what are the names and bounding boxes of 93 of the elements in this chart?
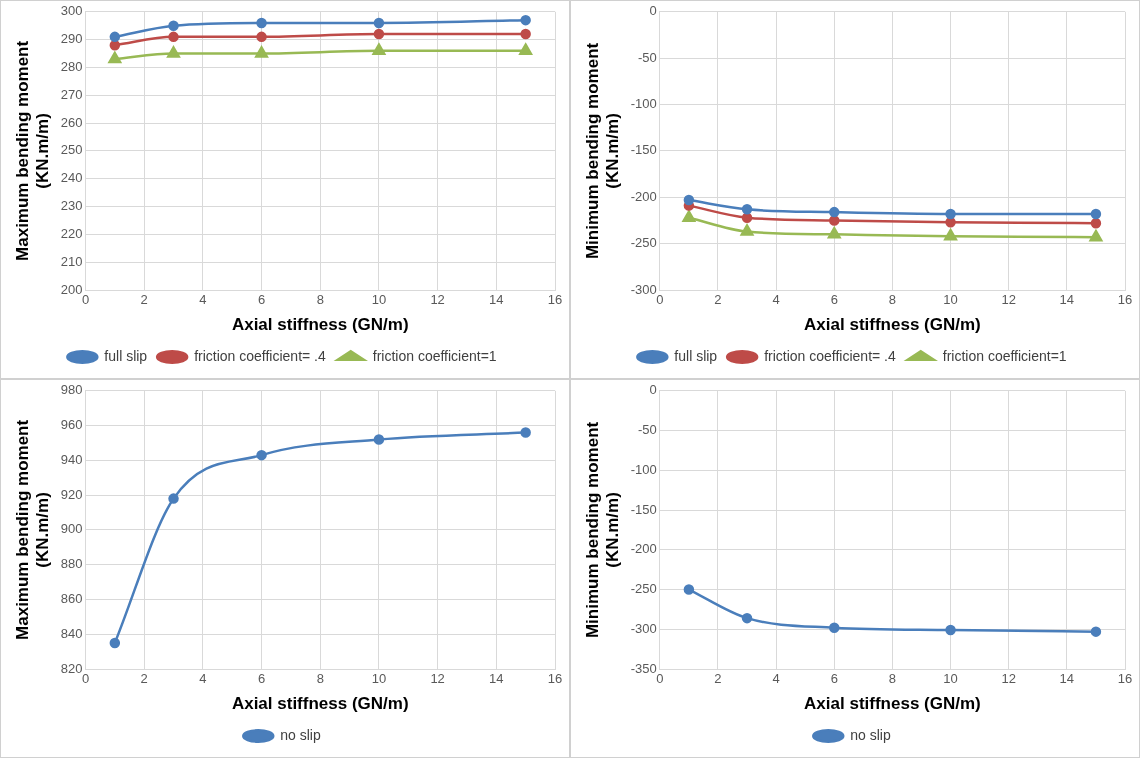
y-tick-label: 240: [60, 170, 83, 186]
y-tick-label: 880: [60, 556, 83, 572]
y-tick-label: 900: [60, 521, 83, 537]
x-tick-label: 8: [888, 671, 897, 687]
point: [945, 624, 956, 636]
x-tick-label: 16: [1117, 292, 1133, 308]
x-tick-label: 6: [830, 292, 838, 308]
y-tick-label: -300: [630, 620, 657, 636]
y-tick-label: 940: [60, 451, 83, 467]
y-tick-label: 840: [60, 625, 83, 641]
x-tick-label: 8: [316, 671, 324, 687]
x-axis-title: Axial stiffness (GN/m): [804, 694, 981, 714]
y-tick-label: -250: [630, 235, 657, 251]
point: [1090, 626, 1102, 637]
x-tick-label: 10: [943, 671, 958, 687]
x-tick-label: 4: [772, 292, 780, 308]
y-tick-label: 250: [60, 142, 83, 158]
x-tick-label: 10: [371, 671, 387, 687]
x-tick-label: 8: [316, 292, 324, 308]
point: [829, 622, 840, 633]
x-tick-label: 4: [772, 671, 780, 687]
y-tick-label: 920: [60, 486, 83, 502]
x-tick-label: 4: [199, 671, 207, 687]
y-axis-title: Maximum bending moment (KN.m/m): [12, 40, 53, 261]
x-tick-label: 8: [888, 292, 897, 308]
y-tick-label: -50: [638, 49, 657, 65]
x-axis-title: Axial stiffness (GN/m): [804, 315, 981, 335]
x-tick-label: 6: [257, 292, 266, 308]
y-tick-label: 220: [60, 225, 83, 241]
x-tick-label: 2: [714, 671, 722, 687]
legend-label: friction coefficient= .4: [764, 347, 896, 364]
y-tick-label: -150: [630, 501, 657, 517]
x-tick-label: 2: [140, 671, 148, 687]
y-axis-title: Minimum bending moment (KN.m/m): [582, 42, 623, 260]
x-tick-label: 12: [1001, 292, 1016, 308]
y-tick-label: 820: [60, 660, 83, 676]
y-tick-label: 960: [60, 417, 83, 433]
y-axis-title: Maximum bending moment (KN.m/m): [12, 419, 53, 640]
y-tick-label: 210: [60, 253, 83, 269]
point: [683, 584, 695, 595]
x-tick-label: 16: [1117, 671, 1133, 687]
point: [168, 493, 179, 504]
x-tick-label: 14: [1059, 292, 1075, 308]
x-tick-label: 2: [140, 292, 148, 308]
legend-label: friction coefficient=1: [372, 347, 497, 364]
point: [741, 612, 753, 624]
legend-label: no slip: [850, 726, 891, 743]
legend-label: friction coefficient=1: [942, 347, 1067, 364]
legend-label: no slip: [280, 726, 321, 743]
y-tick-label: 860: [60, 591, 83, 607]
x-tick-label: 14: [489, 671, 504, 687]
y-tick-label: 270: [60, 86, 83, 102]
y-tick-label: -200: [630, 541, 657, 557]
x-tick-label: 12: [430, 671, 445, 687]
x-tick-label: 6: [830, 671, 838, 687]
x-axis-title: Axial stiffness (GN/m): [231, 694, 409, 714]
y-tick-label: -150: [630, 142, 657, 158]
point: [109, 637, 121, 649]
y-tick-label: 980: [60, 382, 83, 398]
y-tick-label: 300: [60, 3, 83, 19]
y-tick-label: 0: [649, 382, 657, 398]
y-tick-label: 290: [60, 31, 83, 47]
x-tick-label: 10: [943, 292, 958, 308]
point: [373, 434, 385, 445]
x-tick-label: 4: [199, 292, 207, 308]
x-axis-title: Axial stiffness (GN/m): [231, 315, 409, 335]
x-tick-label: 16: [547, 292, 563, 308]
y-tick-label: -250: [630, 581, 657, 597]
x-tick-label: 12: [430, 292, 445, 308]
x-tick-label: 2: [714, 292, 722, 308]
x-tick-label: 14: [489, 292, 504, 308]
y-axis-title: Minimum bending moment (KN.m/m): [582, 421, 623, 639]
y-tick-label: 0: [649, 3, 657, 19]
y-tick-label: -100: [630, 96, 657, 112]
y-tick-label: -50: [638, 422, 657, 438]
y-tick-label: 280: [60, 59, 83, 75]
x-tick-label: 12: [1001, 671, 1016, 687]
x-tick-label: 16: [547, 671, 563, 687]
legend-label: friction coefficient= .4: [194, 347, 326, 364]
point: [256, 449, 267, 461]
legend-label: full slip: [674, 347, 718, 364]
x-tick-label: 10: [371, 292, 387, 308]
point: [520, 427, 531, 438]
y-tick-label: -200: [630, 188, 657, 204]
y-tick-label: -100: [630, 461, 657, 477]
x-tick-label: 14: [1059, 671, 1075, 687]
y-tick-label: 230: [60, 198, 83, 214]
y-tick-label: -300: [630, 281, 657, 297]
y-tick-label: -350: [630, 660, 657, 676]
y-tick-label: 260: [60, 114, 83, 130]
x-tick-label: 6: [257, 671, 266, 687]
y-tick-label: 200: [60, 281, 83, 297]
legend-label: full slip: [104, 347, 148, 364]
